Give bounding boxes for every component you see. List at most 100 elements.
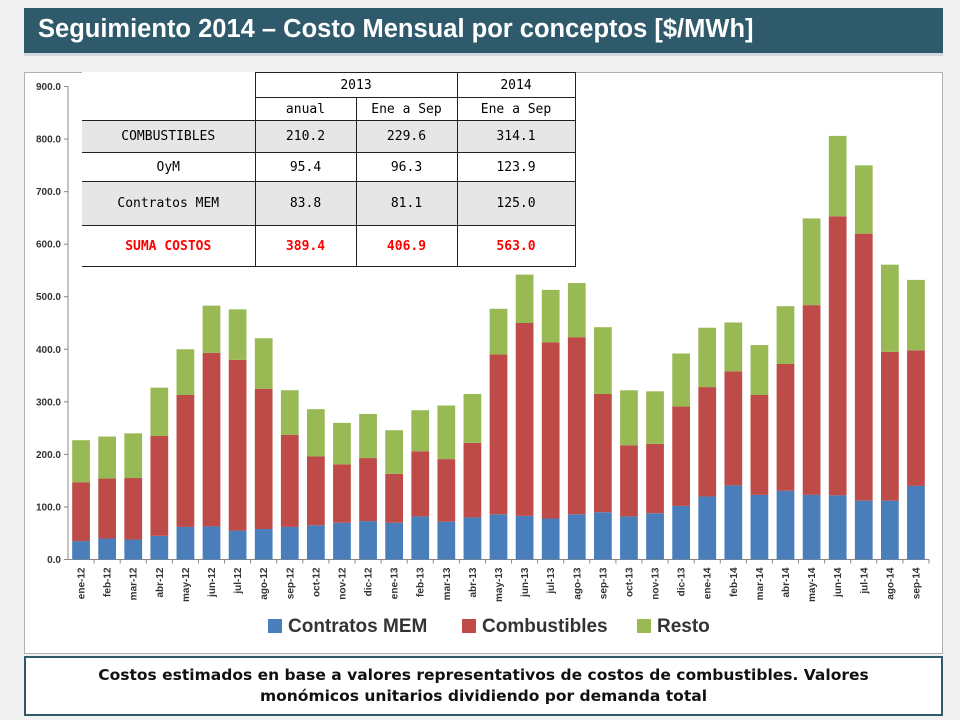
y-tick-label: 600.0: [36, 240, 61, 251]
x-tick-label: may-14: [807, 567, 818, 602]
bar-segment: [802, 218, 821, 306]
bar-segment: [333, 464, 351, 523]
bar-segment: [854, 500, 873, 560]
x-tick-label: ene-13: [390, 567, 401, 599]
x-tick-label: may-12: [181, 567, 192, 602]
bar-segment: [437, 459, 456, 522]
table-sub-header: Ene a Sep: [456, 97, 576, 121]
x-tick-label: abr-13: [468, 567, 479, 597]
bar-segment: [385, 430, 404, 474]
x-tick-label: abr-14: [781, 567, 792, 597]
y-tick-label: 800.0: [36, 135, 61, 146]
y-tick-label: 100.0: [36, 502, 61, 513]
x-tick-label: ene-14: [703, 567, 714, 599]
bar-segment: [698, 387, 717, 497]
bar-segment: [280, 526, 299, 560]
bar-segment: [672, 353, 691, 407]
bar-segment: [359, 413, 377, 459]
bar-segment: [672, 505, 691, 560]
x-tick-label: abr-12: [155, 567, 166, 597]
x-tick-label: mar-13: [442, 567, 453, 600]
bar-segment: [280, 390, 299, 435]
y-tick-label: 400.0: [36, 345, 61, 356]
table-cell: 96.3: [355, 152, 458, 182]
x-tick-label: jun-12: [207, 567, 218, 598]
bar-segment: [828, 495, 847, 560]
bar-segment: [620, 390, 638, 446]
bar-segment: [567, 514, 586, 560]
x-tick-label: nov-13: [651, 567, 662, 600]
bar-segment: [646, 513, 664, 560]
x-tick-label: feb-13: [416, 567, 427, 597]
bar-segment: [489, 354, 508, 515]
bar-segment: [776, 306, 795, 364]
table-cell: 210.2: [254, 120, 357, 153]
bar-segment: [828, 216, 847, 496]
bar-segment: [541, 518, 560, 560]
bar-segment: [359, 458, 377, 522]
y-tick-label: 900.0: [36, 82, 61, 93]
x-tick-label: nov-12: [337, 567, 348, 600]
bar-segment: [202, 352, 221, 527]
bar-segment: [333, 522, 351, 560]
bar-segment: [254, 388, 273, 530]
bar-segment: [437, 405, 456, 460]
bar-segment: [593, 327, 612, 394]
bar-segment: [489, 514, 508, 560]
table-total-cell: 389.4: [254, 225, 357, 267]
bar-segment: [228, 359, 247, 531]
title-bar: Seguimiento 2014 – Costo Mensual por con…: [24, 8, 943, 56]
bar-segment: [98, 538, 117, 560]
y-tick-label: 700.0: [36, 187, 61, 198]
x-tick-label: jul-14: [859, 567, 870, 595]
bar-segment: [228, 309, 247, 360]
bar-segment: [437, 521, 456, 560]
table-row-label: OyM: [82, 152, 256, 182]
table-sub-header: anual: [254, 97, 357, 121]
bar-segment: [750, 494, 769, 560]
bar-segment: [176, 526, 195, 560]
x-tick-label: may-13: [494, 567, 505, 602]
bar-segment: [411, 410, 430, 452]
legend-label: Combustibles: [482, 616, 608, 637]
bar-segment: [124, 478, 143, 540]
bar-segment: [698, 496, 717, 560]
bar-segment: [124, 433, 143, 479]
bar-segment: [306, 525, 325, 560]
table-year-header: 2014: [456, 72, 576, 98]
bar-segment: [541, 342, 560, 519]
bar-segment: [880, 264, 899, 352]
bar-segment: [802, 305, 821, 495]
y-tick-label: 300.0: [36, 397, 61, 408]
bar-segment: [202, 305, 221, 353]
bar-segment: [72, 541, 90, 560]
legend-swatch: [462, 619, 476, 633]
bar-segment: [515, 515, 534, 560]
page-title: Seguimiento 2014 – Costo Mensual por con…: [38, 15, 754, 43]
bar-segment: [124, 539, 143, 560]
bar-segment: [150, 435, 169, 536]
bar-segment: [150, 387, 169, 436]
legend-label: Resto: [657, 616, 710, 637]
bar-segment: [150, 535, 169, 560]
x-tick-label: feb-12: [103, 567, 114, 597]
table-sub-header: Ene a Sep: [355, 97, 458, 121]
x-tick-label: ene-12: [77, 567, 88, 599]
table-cell: 125.0: [456, 181, 576, 226]
bar-segment: [750, 395, 769, 495]
bar-segment: [385, 473, 404, 523]
table-cell: 123.9: [456, 152, 576, 182]
bar-segment: [98, 436, 117, 479]
table-total-cell: 406.9: [355, 225, 458, 267]
x-tick-label: jun-14: [833, 567, 844, 598]
x-tick-label: feb-14: [729, 567, 740, 597]
stacked-bar-chart: 0.0 100.0 200.0 300.0 400.0 500.0 600.0 700.0 80…: [36, 82, 930, 637]
bar-segment: [567, 283, 586, 338]
x-tick-label: oct-12: [311, 567, 322, 597]
footnote-text: Costos estimados en base a valores repre…: [98, 666, 869, 705]
table-corner: [82, 73, 255, 98]
bar-segment: [907, 350, 925, 486]
bar-segment: [489, 308, 508, 355]
summary-table: 2013 2014 anual Ene a Sep Ene a Sep COMB…: [82, 72, 576, 267]
table-total-cell: 563.0: [456, 225, 576, 267]
